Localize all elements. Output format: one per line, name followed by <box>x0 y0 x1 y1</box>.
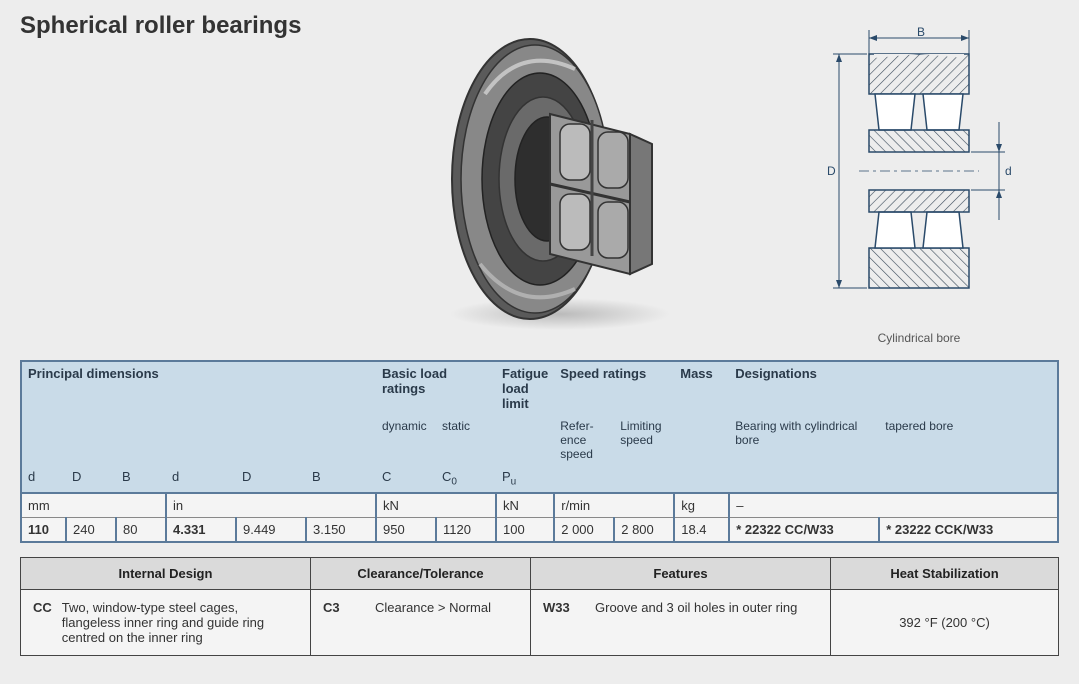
val-limspeed: 2 800 <box>614 517 674 542</box>
info-internal: CC Two, window-type steel cages, flangel… <box>21 589 311 655</box>
val-B-mm: 80 <box>116 517 166 542</box>
info-clearance: C3 Clearance > Normal <box>311 589 531 655</box>
sub-cylbore: Bearing with cylindrical bore <box>729 415 879 465</box>
dim-D-label: D <box>827 164 836 178</box>
unit-kN: kN <box>376 493 496 518</box>
hdr-basicload: Basic load ratings <box>376 361 496 415</box>
val-refspeed: 2 000 <box>554 517 614 542</box>
info-features-code: W33 <box>543 600 583 615</box>
hero-region: B <box>20 44 1059 354</box>
sub-refspeed: Refer-ence speed <box>554 415 614 465</box>
hdr-speed: Speed ratings <box>554 361 674 415</box>
val-d-mm: 110 <box>21 517 66 542</box>
sub-tapbore: tapered bore <box>879 415 1058 465</box>
info-clearance-code: C3 <box>323 600 359 615</box>
sym-C: C <box>376 465 436 493</box>
info-hdr-features: Features <box>531 557 831 589</box>
technical-drawing: B <box>799 26 1039 345</box>
unit-kg: kg <box>674 493 729 518</box>
val-D-in: 9.449 <box>236 517 306 542</box>
val-D-mm: 240 <box>66 517 116 542</box>
tech-caption: Cylindrical bore <box>799 331 1039 345</box>
sym-B-mm: B <box>116 465 166 493</box>
val-Pu: 100 <box>496 517 554 542</box>
info-features: W33 Groove and 3 oil holes in outer ring <box>531 589 831 655</box>
val-d-in: 4.331 <box>166 517 236 542</box>
val-B-in: 3.150 <box>306 517 376 542</box>
val-desig-tap: * 23222 CCK/W33 <box>879 517 1058 542</box>
info-hdr-clearance: Clearance/Tolerance <box>311 557 531 589</box>
unit-rmin: r/min <box>554 493 674 518</box>
val-desig-cyl: * 22322 CC/W33 <box>729 517 879 542</box>
sub-dynamic: dynamic <box>376 415 436 465</box>
info-clearance-text: Clearance > Normal <box>375 600 491 615</box>
unit-dash: – <box>729 493 1058 518</box>
dim-B-label: B <box>917 26 925 39</box>
info-features-text: Groove and 3 oil holes in outer ring <box>595 600 797 615</box>
sym-d-mm: d <box>21 465 66 493</box>
hdr-principal: Principal dimensions <box>21 361 376 415</box>
info-internal-text: Two, window-type steel cages, flangeless… <box>62 600 298 645</box>
unit-in: in <box>166 493 376 518</box>
sym-d-in: d <box>166 465 236 493</box>
unit-kN2: kN <box>496 493 554 518</box>
hdr-fatigue: Fatigue load limit <box>496 361 554 415</box>
info-internal-code: CC <box>33 600 52 645</box>
val-C0: 1120 <box>436 517 496 542</box>
info-table: Internal Design Clearance/Tolerance Feat… <box>20 557 1059 656</box>
sym-C0: C0 <box>436 465 496 493</box>
info-hdr-internal: Internal Design <box>21 557 311 589</box>
dim-d-label: d <box>1005 164 1012 178</box>
info-heat: 392 °F (200 °C) <box>831 589 1059 655</box>
bearing-3d-image <box>425 34 685 339</box>
hdr-desig: Designations <box>729 361 1058 415</box>
spec-table: Principal dimensions Basic load ratings … <box>20 360 1059 543</box>
sub-limspeed: Limiting speed <box>614 415 674 465</box>
sym-D-in: D <box>236 465 306 493</box>
unit-mm: mm <box>21 493 166 518</box>
sub-static: static <box>436 415 496 465</box>
val-mass: 18.4 <box>674 517 729 542</box>
sym-D-mm: D <box>66 465 116 493</box>
hdr-mass: Mass <box>674 361 729 415</box>
sym-B-in: B <box>306 465 376 493</box>
val-C: 950 <box>376 517 436 542</box>
sym-Pu: Pu <box>496 465 554 493</box>
info-hdr-heat: Heat Stabilization <box>831 557 1059 589</box>
